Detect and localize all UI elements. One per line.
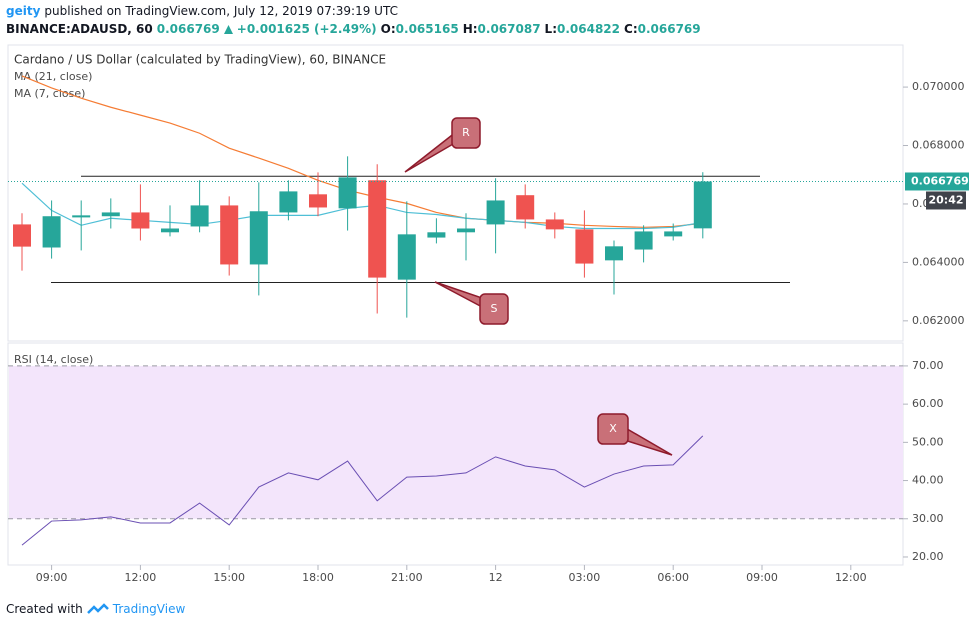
ohlc-value: 0.064822 <box>557 22 621 36</box>
y-tick-label: 70.00 <box>912 359 944 372</box>
candle-body <box>693 181 712 229</box>
y-tick-label: 40.00 <box>912 474 944 487</box>
rsi-band <box>9 365 903 519</box>
y-tick-label: 0.062000 <box>912 314 965 327</box>
chart: Cardano / US Dollar (calculated by Tradi… <box>7 44 969 584</box>
x-tick-label: 03:00 <box>569 571 601 584</box>
candle-body <box>309 194 327 208</box>
rsi-title: RSI (14, close) <box>14 353 93 366</box>
price-pane <box>7 44 904 342</box>
countdown: 20:42 <box>928 193 963 206</box>
x-tick-label: 06:00 <box>657 571 689 584</box>
change: +0.001625 (+2.49%) <box>236 22 377 36</box>
y-tick-label: 20.00 <box>912 550 944 563</box>
candle-body <box>575 229 594 264</box>
ohlc-value: 0.067087 <box>477 22 541 36</box>
y-tick-label: 0.070000 <box>912 80 965 93</box>
ohlc-item: H:0.067087 <box>463 22 541 36</box>
candle-body <box>190 205 209 227</box>
candle-body <box>397 234 416 280</box>
callout-label: X <box>609 422 617 435</box>
x-tick-label: 12:00 <box>125 571 157 584</box>
callout <box>597 413 629 445</box>
candle-body <box>13 224 31 247</box>
y-tick-label: 30.00 <box>912 512 944 525</box>
ma-line <box>21 75 703 228</box>
x-tick-label: 12 <box>489 571 503 584</box>
published: published on TradingView.com, July 12, 2… <box>44 4 398 18</box>
candle-body <box>42 216 61 248</box>
author[interactable]: geity <box>6 4 41 18</box>
ohlc-item: C:0.066769 <box>624 22 701 36</box>
y-tick-label: 0.068000 <box>912 139 965 152</box>
candle-body <box>516 195 535 220</box>
y-tick-label: 0.064000 <box>912 255 965 268</box>
callout-label: S <box>491 302 498 315</box>
footer-brand[interactable]: TradingView <box>112 602 186 616</box>
callout-label: R <box>462 126 470 139</box>
candle-body <box>605 246 623 261</box>
countdown-box <box>926 191 966 210</box>
last-price-box <box>905 172 969 191</box>
x-tick-label: 18:00 <box>302 571 334 584</box>
last-price-label: 0.066769 <box>911 174 969 187</box>
candle-body <box>338 177 357 209</box>
callout <box>479 293 509 325</box>
legend-ma21: MA (21, close) <box>14 70 92 83</box>
x-tick-label: 21:00 <box>391 571 423 584</box>
candle-body <box>101 212 120 217</box>
quote-line: BINANCE:ADAUSD, 60 0.066769 +0.001625 (+… <box>6 22 701 36</box>
up-arrow <box>223 24 233 34</box>
x-tick-label: 15:00 <box>213 571 245 584</box>
ohlc-label: O: <box>380 22 396 36</box>
candle-body <box>427 232 446 238</box>
ohlc-item: O:0.065165 <box>381 22 459 36</box>
price: 0.066769 <box>156 22 220 36</box>
candle-body <box>545 219 564 230</box>
candle-body <box>249 211 268 265</box>
x-tick-label: 12:00 <box>835 571 867 584</box>
candle-body <box>664 231 683 237</box>
ohlc-value: 0.065165 <box>395 22 459 36</box>
footer: Created with TradingView <box>6 602 185 616</box>
ohlc-value: 0.066769 <box>637 22 701 36</box>
candle-body <box>131 212 150 229</box>
publish-line: geity published on TradingView.com, July… <box>6 4 398 18</box>
logo <box>86 603 109 614</box>
symbol: BINANCE:ADAUSD, 60 <box>6 22 153 36</box>
candle-body <box>279 191 298 213</box>
ohlc-label: C: <box>624 22 638 36</box>
x-tick-label: 09:00 <box>746 571 778 584</box>
candle-body <box>368 180 387 278</box>
ohlc-label: L: <box>544 22 557 36</box>
ohlc: O:0.065165 H:0.067087 L:0.064822 C:0.066769 <box>381 22 701 36</box>
y-tick-label: 50.00 <box>912 435 944 448</box>
candle-body <box>486 200 505 225</box>
y-tick-label: 60.00 <box>912 397 944 410</box>
ohlc-label: H: <box>462 22 478 36</box>
footer-text: Created with <box>6 602 83 616</box>
candle-body <box>634 231 653 250</box>
rsi-line <box>21 435 704 546</box>
ohlc-item: L:0.064822 <box>545 22 620 36</box>
price-title: Cardano / US Dollar (calculated by Tradi… <box>14 53 386 67</box>
candle-body <box>220 205 239 265</box>
callout <box>451 117 481 149</box>
candle-body <box>72 215 91 218</box>
x-tick-label: 09:00 <box>36 571 68 584</box>
candle-body <box>457 228 475 233</box>
legend-ma7: MA (7, close) <box>14 87 85 100</box>
candle-body <box>161 228 179 233</box>
